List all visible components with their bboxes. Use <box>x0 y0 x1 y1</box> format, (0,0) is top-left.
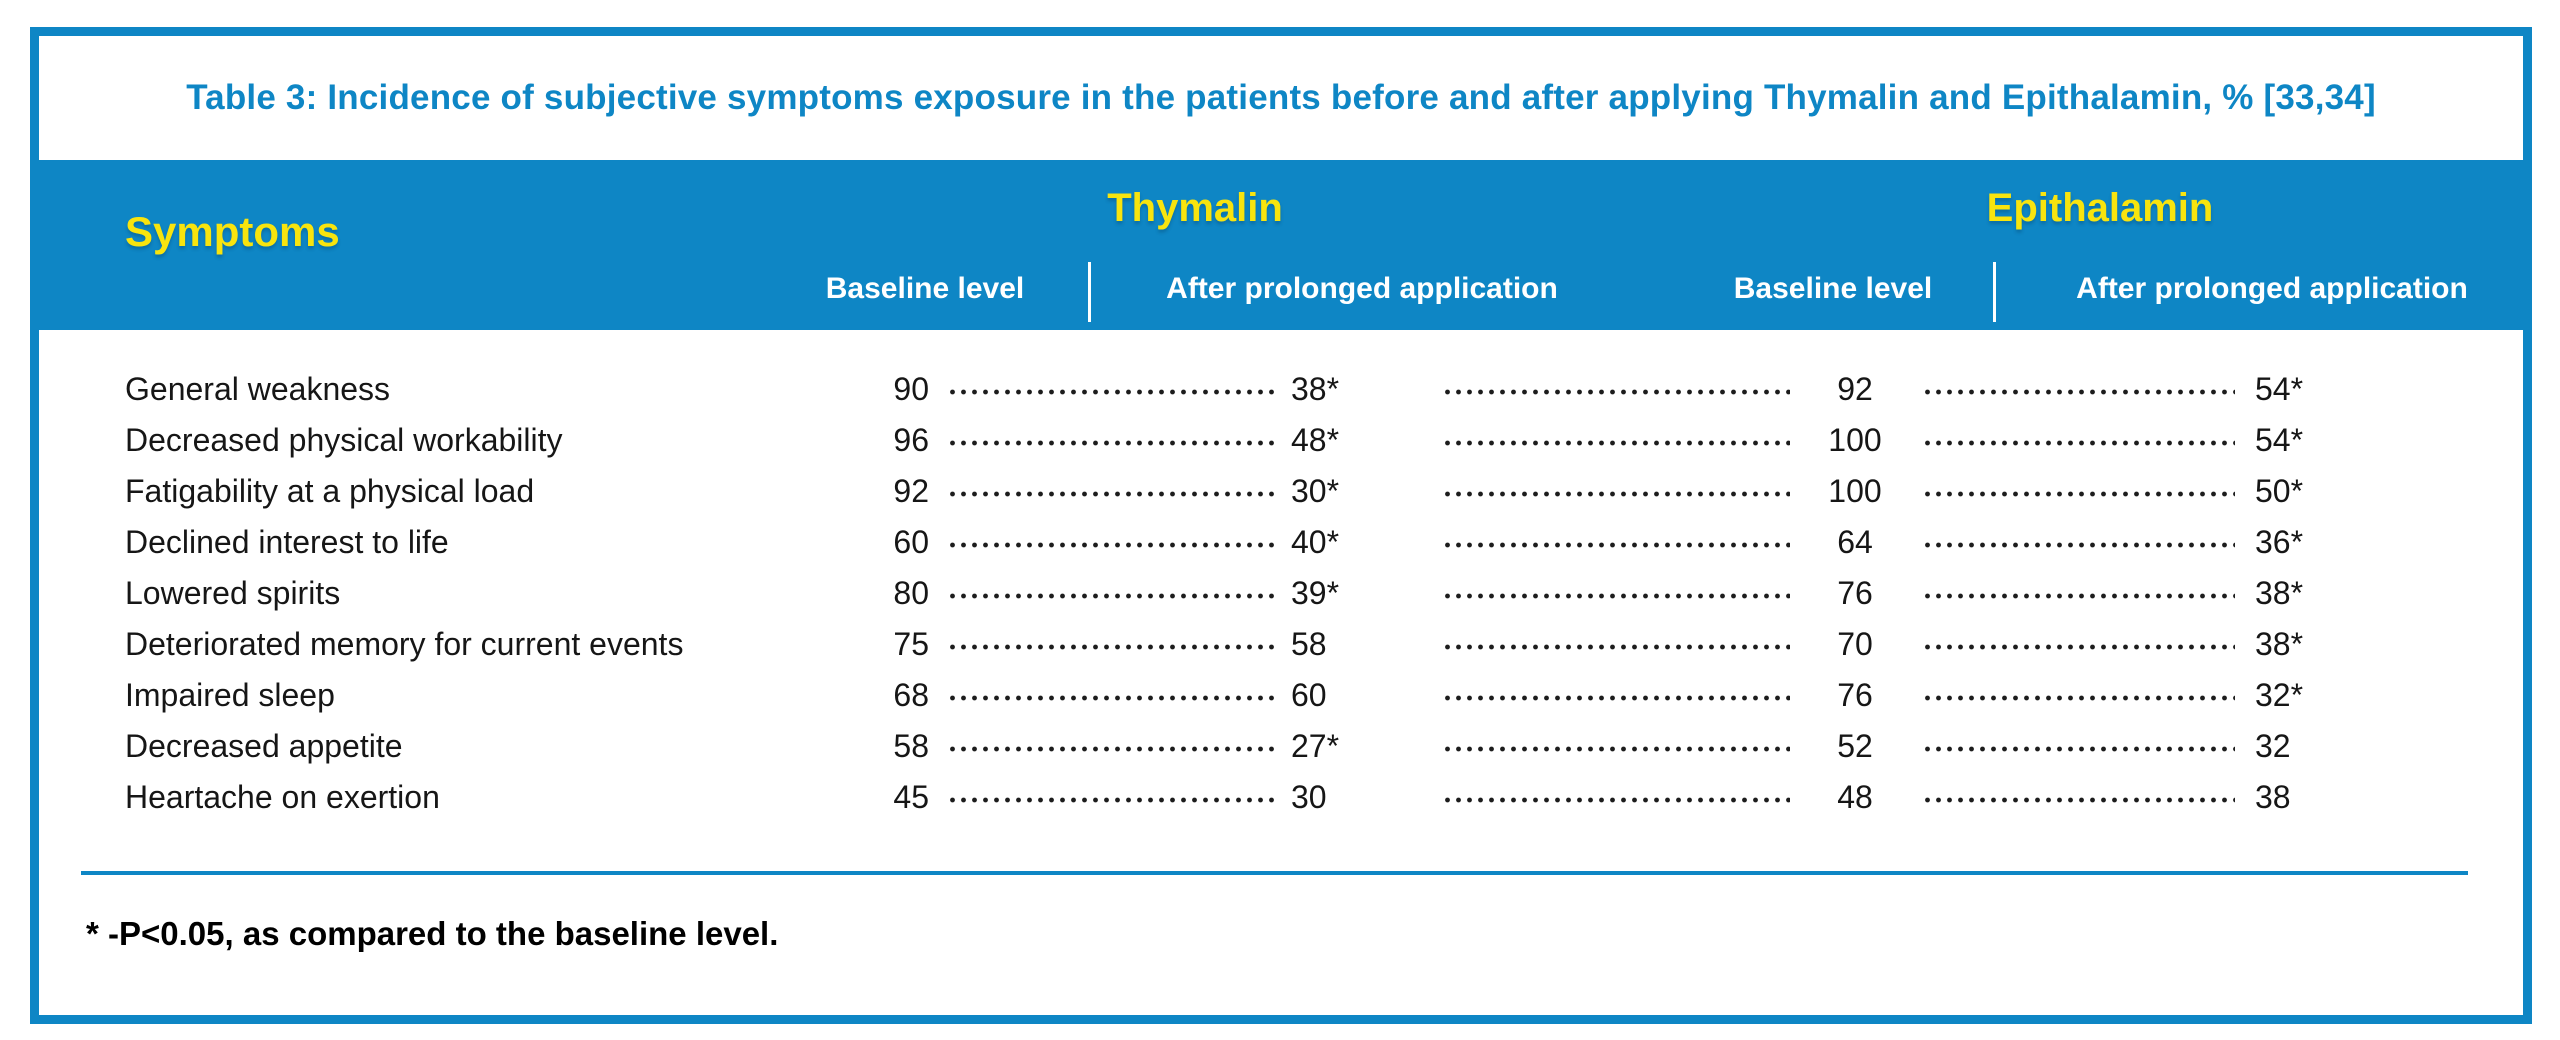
dotted-leader <box>1442 439 1790 446</box>
dotted-leader <box>947 541 1275 548</box>
dotted-leader <box>1922 592 2235 599</box>
table-header-band: Symptoms Thymalin Epithalamin Baseline l… <box>39 160 2523 330</box>
table-row: Decreased appetite 58 27* 52 32 <box>39 721 2523 772</box>
dotted-leader <box>947 694 1275 701</box>
epithalamin-baseline-value: 48 <box>1837 779 1873 815</box>
subheader-thymalin-after: After prolonged application <box>1166 272 1558 305</box>
thymalin-baseline-value: 68 <box>893 677 929 713</box>
thymalin-after-value: 48* <box>1291 422 1340 458</box>
table-row: General weakness 90 38* 92 54* <box>39 364 2523 415</box>
table-title: Table 3: Incidence of subjective symptom… <box>186 78 2376 117</box>
thymalin-baseline-value: 75 <box>893 626 929 662</box>
dotted-leader <box>1442 643 1790 650</box>
epithalamin-after-value: 38* <box>2255 575 2304 611</box>
epithalamin-baseline-value: 92 <box>1837 371 1873 407</box>
dotted-leader <box>947 643 1275 650</box>
subheader-epithalamin-baseline: Baseline level <box>1733 272 1933 305</box>
epithalamin-baseline-value: 100 <box>1828 422 1882 458</box>
subheader-thymalin-baseline: Baseline level <box>825 272 1025 305</box>
footnote: * -P<0.05, as compared to the baseline l… <box>86 915 779 952</box>
symptom-label: Decreased physical workability <box>125 422 563 458</box>
header-divider <box>1993 262 1996 322</box>
thymalin-baseline-value: 58 <box>893 728 929 764</box>
thymalin-after-value: 40* <box>1291 524 1340 560</box>
column-header-symptoms: Symptoms <box>125 208 340 255</box>
table-figure-frame: Table 3: Incidence of subjective symptom… <box>30 27 2532 1024</box>
table-row: Decreased physical workability 96 48* 10… <box>39 415 2523 466</box>
title-bar: Table 3: Incidence of subjective symptom… <box>39 36 2523 160</box>
thymalin-after-value: 39* <box>1291 575 1340 611</box>
symptom-label: Deteriorated memory for current events <box>125 626 684 662</box>
thymalin-baseline-value: 96 <box>893 422 929 458</box>
thymalin-baseline-value: 80 <box>893 575 929 611</box>
table-body: General weakness 90 38* 92 54* Decreased… <box>39 330 2523 823</box>
epithalamin-after-value: 32* <box>2255 677 2304 713</box>
table-row: Lowered spirits 80 39* 76 38* <box>39 568 2523 619</box>
dotted-leader <box>1442 592 1790 599</box>
dotted-leader <box>1442 796 1790 803</box>
epithalamin-after-value: 54* <box>2255 371 2304 407</box>
dotted-leader <box>947 388 1275 395</box>
dotted-leader <box>1922 796 2235 803</box>
epithalamin-baseline-value: 76 <box>1837 575 1873 611</box>
header-divider <box>1088 262 1091 322</box>
symptom-label: Fatigability at a physical load <box>125 473 535 509</box>
epithalamin-baseline-value: 52 <box>1837 728 1873 764</box>
epithalamin-after-value: 38 <box>2255 779 2291 815</box>
epithalamin-after-value: 36* <box>2255 524 2304 560</box>
thymalin-after-value: 38* <box>1291 371 1340 407</box>
dotted-leader <box>1922 439 2235 446</box>
symptom-label: Impaired sleep <box>125 677 335 713</box>
epithalamin-baseline-value: 64 <box>1837 524 1873 560</box>
thymalin-after-value: 27* <box>1291 728 1340 764</box>
dotted-leader <box>1922 541 2235 548</box>
dotted-leader <box>1922 745 2235 752</box>
dotted-leader <box>1442 490 1790 497</box>
epithalamin-after-value: 50* <box>2255 473 2304 509</box>
symptom-label: Decreased appetite <box>125 728 403 764</box>
table-row: Declined interest to life 60 40* 64 36* <box>39 517 2523 568</box>
thymalin-baseline-value: 45 <box>893 779 929 815</box>
symptom-label: General weakness <box>125 371 391 407</box>
table-row: Heartache on exertion 45 30 48 38 <box>39 772 2523 823</box>
table-row: Fatigability at a physical load 92 30* 1… <box>39 466 2523 517</box>
symptom-label: Heartache on exertion <box>125 779 440 815</box>
thymalin-baseline-value: 60 <box>893 524 929 560</box>
table-row: Deteriorated memory for current events 7… <box>39 619 2523 670</box>
symptom-label: Declined interest to life <box>125 524 449 560</box>
dotted-leader <box>947 592 1275 599</box>
dotted-leader <box>1442 745 1790 752</box>
thymalin-after-value: 58 <box>1291 626 1327 662</box>
dotted-leader <box>1442 388 1790 395</box>
thymalin-baseline-value: 90 <box>893 371 929 407</box>
epithalamin-baseline-value: 76 <box>1837 677 1873 713</box>
dotted-leader <box>1922 643 2235 650</box>
thymalin-after-value: 60 <box>1291 677 1327 713</box>
subheader-epithalamin-after: After prolonged application <box>2076 272 2468 305</box>
dotted-leader <box>1922 694 2235 701</box>
epithalamin-after-value: 54* <box>2255 422 2304 458</box>
epithalamin-baseline-value: 70 <box>1837 626 1873 662</box>
thymalin-after-value: 30 <box>1291 779 1327 815</box>
thymalin-after-value: 30* <box>1291 473 1340 509</box>
dotted-leader <box>1922 490 2235 497</box>
epithalamin-after-value: 38* <box>2255 626 2304 662</box>
epithalamin-after-value: 32 <box>2255 728 2291 764</box>
dotted-leader <box>947 745 1275 752</box>
dotted-leader <box>947 796 1275 803</box>
dotted-leader <box>1442 541 1790 548</box>
dotted-leader <box>1922 388 2235 395</box>
dotted-leader <box>947 490 1275 497</box>
footnote-separator <box>81 871 2468 875</box>
thymalin-baseline-value: 92 <box>893 473 929 509</box>
group-header-thymalin: Thymalin <box>1107 186 1283 230</box>
group-header-epithalamin: Epithalamin <box>1986 186 2214 230</box>
symptom-label: Lowered spirits <box>125 575 341 611</box>
dotted-leader <box>1442 694 1790 701</box>
table-row: Impaired sleep 68 60 76 32* <box>39 670 2523 721</box>
epithalamin-baseline-value: 100 <box>1828 473 1882 509</box>
dotted-leader <box>947 439 1275 446</box>
